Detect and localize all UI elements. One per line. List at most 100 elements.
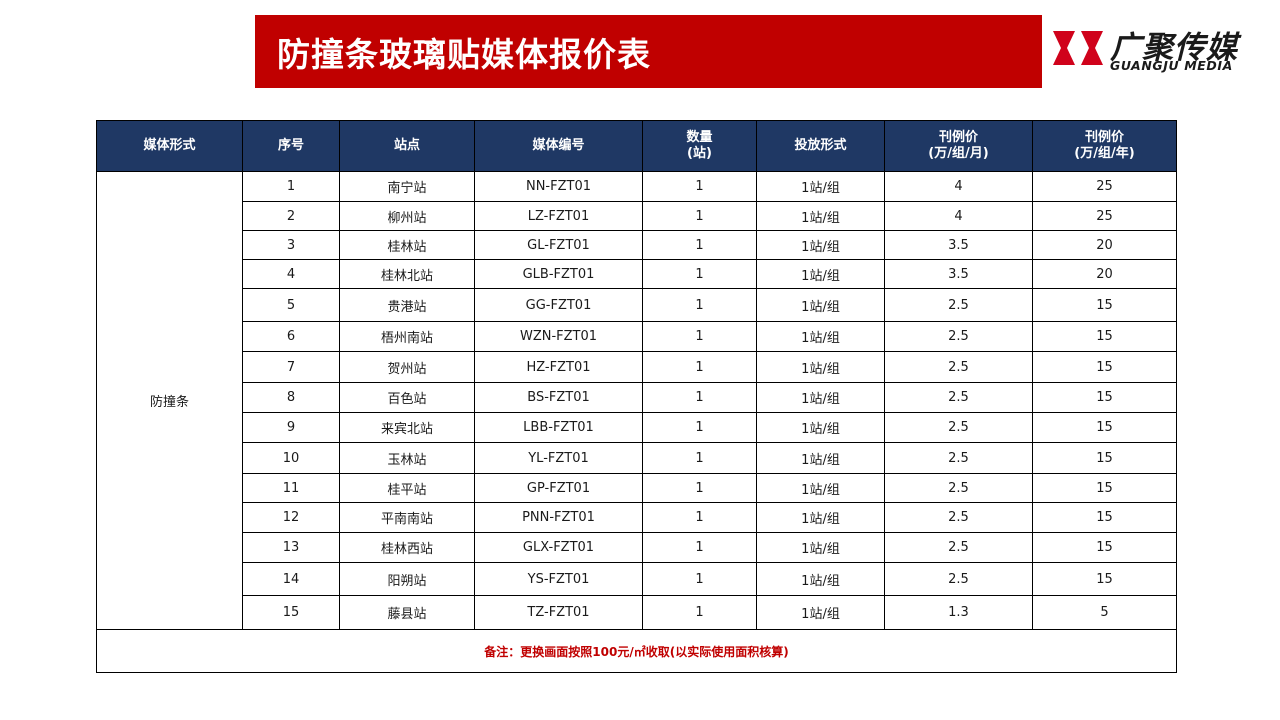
column-header-label: (站) — [687, 146, 712, 161]
index-cell: 7 — [242, 351, 340, 383]
media-code-cell: TZ-FZT01 — [474, 595, 643, 630]
media-code-cell: GG-FZT01 — [474, 288, 643, 322]
table-row: 防撞条 1 南宁站 NN-FZT01 1 1站/组 4 25 — [96, 171, 1177, 630]
station-cell: 桂平站 — [339, 473, 475, 503]
station-cell: 平南南站 — [339, 502, 475, 533]
monthly-price-cell: 2.5 — [884, 562, 1033, 596]
monthly-price-cell: 2.5 — [884, 502, 1033, 533]
column-header: 媒体形式 — [96, 120, 243, 172]
quantity-cell: 1 — [642, 171, 757, 202]
station-cell: 南宁站 — [339, 171, 475, 202]
station-cell: 梧州南站 — [339, 321, 475, 352]
station-cell: 柳州站 — [339, 201, 475, 231]
monthly-price-cell: 4 — [884, 201, 1033, 231]
table-row: 8 百色站 BS-FZT01 1 1站/组 2.5 15 — [97, 382, 1177, 413]
station-cell: 玉林站 — [339, 442, 475, 474]
quantity-cell: 1 — [642, 412, 757, 443]
station-cell: 百色站 — [339, 382, 475, 413]
media-code-cell: YS-FZT01 — [474, 562, 643, 596]
index-cell: 8 — [242, 382, 340, 413]
quantity-cell: 1 — [642, 473, 757, 503]
monthly-price-cell: 2.5 — [884, 321, 1033, 352]
index-cell: 13 — [242, 532, 340, 563]
table-row: 10 玉林站 YL-FZT01 1 1站/组 2.5 15 — [97, 442, 1177, 474]
column-header-label: 媒体编号 — [532, 138, 585, 153]
column-header: 刊例价 (万/组/月) — [884, 120, 1033, 172]
placement-cell: 1站/组 — [756, 259, 885, 289]
monthly-price-cell: 2.5 — [884, 442, 1033, 474]
monthly-price-cell: 2.5 — [884, 412, 1033, 443]
column-header: 媒体编号 — [474, 120, 643, 172]
index-cell: 14 — [242, 562, 340, 596]
column-header: 序号 — [242, 120, 340, 172]
header-row: 媒体形式 序号 站点 媒体编号 数量 (站) 投放形式 刊例价 (万/组/月) 刊例价 (万/组/年… — [96, 120, 1177, 172]
index-cell: 3 — [242, 230, 340, 260]
column-header-label: 站点 — [393, 138, 420, 153]
logo-english-name: GUANGJU MEDIA — [1110, 58, 1233, 73]
media-code-cell: HZ-FZT01 — [474, 351, 643, 383]
quantity-cell: 1 — [642, 201, 757, 231]
column-header-label: 序号 — [277, 138, 304, 153]
yearly-price-cell: 20 — [1032, 230, 1177, 260]
column-header-label: (万/组/月) — [928, 146, 989, 161]
table-row: 13 桂林西站 GLX-FZT01 1 1站/组 2.5 15 — [97, 532, 1177, 563]
quantity-cell: 1 — [642, 382, 757, 413]
yearly-price-cell: 15 — [1032, 562, 1177, 596]
index-cell: 5 — [242, 288, 340, 322]
monthly-price-cell: 2.5 — [884, 532, 1033, 563]
quantity-cell: 1 — [642, 288, 757, 322]
media-code-cell: PNN-FZT01 — [474, 502, 643, 533]
company-logo: 广聚传媒 GUANGJU MEDIA — [1050, 22, 1265, 78]
column-header-label: 刊例价 — [1084, 130, 1124, 145]
media-code-cell: BS-FZT01 — [474, 382, 643, 413]
column-header: 投放形式 — [756, 120, 885, 172]
column-header: 刊例价 (万/组/年) — [1032, 120, 1177, 172]
column-header-label: 数量 — [686, 130, 713, 145]
placement-cell: 1站/组 — [756, 321, 885, 352]
placement-cell: 1站/组 — [756, 473, 885, 503]
index-cell: 1 — [242, 171, 340, 202]
index-cell: 2 — [242, 201, 340, 231]
yearly-price-cell: 5 — [1032, 595, 1177, 630]
index-cell: 11 — [242, 473, 340, 503]
media-code-cell: LZ-FZT01 — [474, 201, 643, 231]
station-cell: 贵港站 — [339, 288, 475, 322]
quantity-cell: 1 — [642, 230, 757, 260]
table-row: 3 桂林站 GL-FZT01 1 1站/组 3.5 20 — [97, 230, 1177, 260]
yearly-price-cell: 15 — [1032, 442, 1177, 474]
placement-cell: 1站/组 — [756, 532, 885, 563]
placement-cell: 1站/组 — [756, 382, 885, 413]
placement-cell: 1站/组 — [756, 171, 885, 202]
station-cell: 桂林西站 — [339, 532, 475, 563]
station-cell: 来宾北站 — [339, 412, 475, 443]
index-cell: 6 — [242, 321, 340, 352]
monthly-price-cell: 3.5 — [884, 230, 1033, 260]
monthly-price-cell: 1.3 — [884, 595, 1033, 630]
placement-cell: 1站/组 — [756, 201, 885, 231]
table-row: 14 阳朔站 YS-FZT01 1 1站/组 2.5 15 — [97, 562, 1177, 596]
column-header-label: 刊例价 — [938, 130, 978, 145]
placement-cell: 1站/组 — [756, 502, 885, 533]
index-cell: 9 — [242, 412, 340, 443]
media-code-cell: GP-FZT01 — [474, 473, 643, 503]
logo-chinese-name: 广聚传媒 — [1110, 30, 1238, 66]
station-cell: 阳朔站 — [339, 562, 475, 596]
monthly-price-cell: 4 — [884, 171, 1033, 202]
table-body: 防撞条 1 南宁站 NN-FZT01 1 1站/组 4 25 2 柳州站 LZ-FZT01 1 1站/组… — [96, 171, 1177, 673]
title-banner: 防撞条玻璃贴媒体报价表 — [255, 15, 1042, 88]
monthly-price-cell: 2.5 — [884, 382, 1033, 413]
yearly-price-cell: 25 — [1032, 201, 1177, 231]
index-cell: 10 — [242, 442, 340, 474]
media-code-cell: GLB-FZT01 — [474, 259, 643, 289]
station-cell: 桂林北站 — [339, 259, 475, 289]
monthly-price-cell: 2.5 — [884, 288, 1033, 322]
column-header-label: 投放形式 — [794, 138, 847, 153]
quantity-cell: 1 — [642, 502, 757, 533]
note-row: 备注：更换画面按照100元/㎡收取(以实际使用面积核算) — [96, 629, 1177, 673]
yearly-price-cell: 15 — [1032, 288, 1177, 322]
table-row: 15 藤县站 TZ-FZT01 1 1站/组 1.3 5 — [97, 595, 1177, 630]
column-header-label: 媒体形式 — [143, 138, 196, 153]
media-code-cell: GL-FZT01 — [474, 230, 643, 260]
column-header: 数量 (站) — [642, 120, 757, 172]
table-row: 6 梧州南站 WZN-FZT01 1 1站/组 2.5 15 — [97, 321, 1177, 352]
